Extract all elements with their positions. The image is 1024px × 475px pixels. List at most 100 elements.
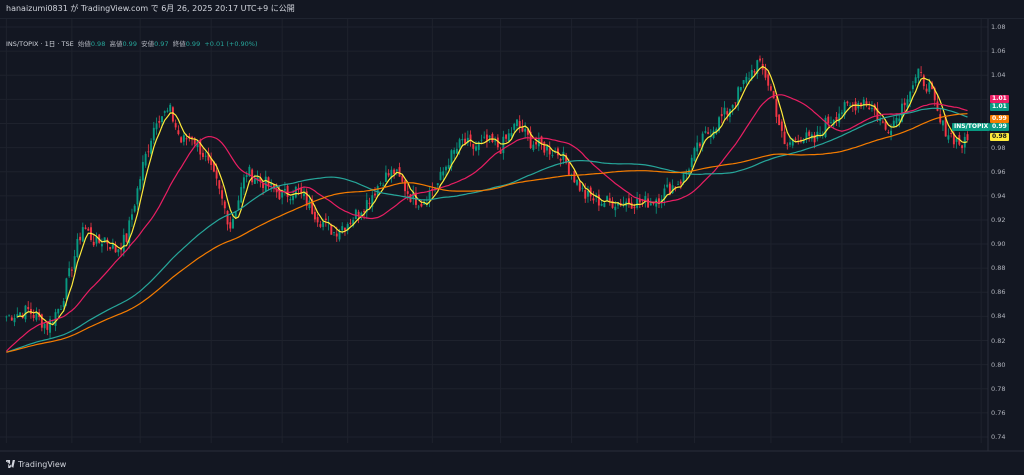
- candle-body: [376, 186, 379, 196]
- candle-body: [911, 85, 914, 90]
- candle-body: [128, 220, 131, 244]
- candle-body: [294, 186, 297, 198]
- candle-body: [363, 211, 366, 213]
- candle-body: [868, 107, 871, 110]
- candle-body: [81, 227, 84, 242]
- candle-body: [483, 136, 486, 138]
- candle-body: [401, 175, 404, 182]
- candle-body: [830, 122, 832, 124]
- candle-body: [354, 209, 357, 220]
- candle-body: [193, 138, 196, 144]
- candle-body: [840, 112, 843, 114]
- publish-caption: hanaizumi0831 が TradingView.com で 6月 26,…: [6, 4, 295, 13]
- candle-body: [961, 145, 964, 149]
- candle-body: [851, 104, 854, 106]
- candle-body: [846, 101, 849, 104]
- candle-body: [950, 133, 953, 134]
- candle-body: [139, 179, 142, 190]
- candle-body: [606, 196, 609, 201]
- candle-body: [114, 244, 117, 253]
- candle-body: [726, 111, 729, 115]
- candle-body: [210, 157, 213, 165]
- candle-body: [947, 135, 950, 140]
- candle-body: [8, 314, 11, 316]
- price-label: INS/TOPIX: [952, 123, 991, 131]
- candle-body: [518, 121, 521, 128]
- candle-body: [466, 137, 469, 144]
- candle-body: [245, 175, 248, 177]
- candle-body: [46, 322, 49, 330]
- candle-body: [311, 199, 314, 214]
- candle-body: [608, 198, 611, 201]
- candle-body: [876, 108, 879, 121]
- candle-body: [679, 181, 682, 184]
- candle-body: [136, 188, 139, 205]
- candle-body: [84, 227, 87, 229]
- candle-body: [767, 74, 770, 86]
- candle-body: [524, 128, 527, 132]
- candle-body: [133, 205, 136, 212]
- low-value: 0.97: [154, 40, 169, 48]
- candle-body: [390, 169, 393, 178]
- candle-body: [496, 137, 499, 148]
- tradingview-brand: TradingView: [18, 460, 67, 469]
- candle-body: [499, 150, 502, 154]
- candle-body: [745, 76, 748, 83]
- candle-body: [163, 111, 166, 113]
- candle-body: [131, 214, 133, 220]
- candle-body: [617, 202, 619, 206]
- candle-body: [281, 191, 284, 198]
- candle-body: [270, 182, 273, 186]
- candle-body: [199, 139, 202, 155]
- candle-body: [671, 185, 674, 194]
- candle-body: [565, 154, 568, 164]
- candle-body: [860, 102, 862, 106]
- candle-body: [769, 86, 772, 91]
- price-axis-label: 0.90: [991, 240, 1006, 249]
- candle-body: [92, 241, 95, 246]
- candle-body: [27, 307, 30, 310]
- candle-body: [698, 143, 701, 147]
- candle-body: [338, 231, 341, 240]
- candle-body: [712, 130, 715, 138]
- price-chart[interactable]: [0, 19, 1024, 475]
- candle-body: [941, 120, 944, 126]
- candle-body: [704, 131, 707, 133]
- tradingview-logo[interactable]: TradingView: [6, 460, 66, 469]
- price-axis-label: 0.82: [991, 336, 1006, 345]
- candle-body: [494, 140, 497, 142]
- candle-body: [5, 316, 8, 318]
- candle-body: [16, 314, 19, 318]
- candle-body: [43, 323, 46, 329]
- candle-body: [707, 132, 710, 134]
- candle-body: [759, 58, 761, 61]
- candle-body: [234, 212, 237, 218]
- candle-body: [289, 199, 292, 201]
- candle-body: [739, 87, 742, 91]
- candle-body: [647, 198, 650, 208]
- price-axis-label: 0.92: [991, 215, 1006, 224]
- close-value: 0.99: [185, 40, 201, 48]
- candle-body: [79, 236, 82, 241]
- candle-body: [540, 136, 543, 145]
- chart-panel[interactable]: INS/TOPIX · 1日 · TSE 始値0.98 高値0.99 安値0.9…: [0, 18, 1024, 475]
- tradingview-logo-icon: [6, 460, 15, 468]
- close-label: 終値: [172, 40, 186, 48]
- candle-body: [696, 142, 699, 152]
- candle-body: [240, 187, 243, 203]
- candle-body: [330, 224, 333, 235]
- candle-body: [898, 118, 901, 122]
- candle-body: [420, 203, 423, 207]
- candle-body: [374, 193, 376, 196]
- candle-body: [652, 202, 655, 204]
- candle-body: [202, 152, 204, 157]
- candle-body: [783, 131, 786, 145]
- candle-body: [578, 181, 581, 191]
- candle-body: [87, 228, 90, 231]
- candle-body: [914, 77, 917, 84]
- candle-body: [778, 114, 781, 126]
- candle-body: [360, 212, 363, 217]
- candle-body: [849, 104, 852, 106]
- candle-body: [341, 226, 344, 231]
- candle-body: [95, 237, 98, 244]
